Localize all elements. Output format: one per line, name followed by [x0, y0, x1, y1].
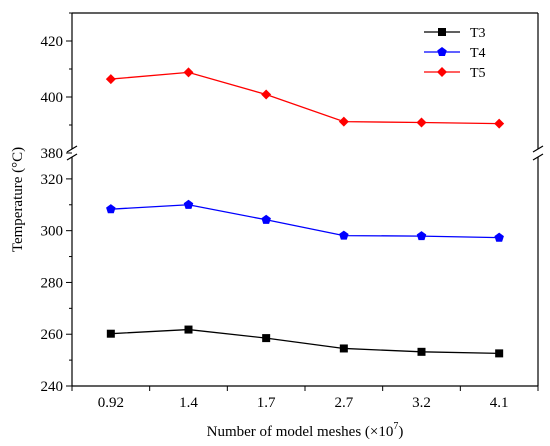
y-tick-label: 300 [41, 224, 64, 240]
data-point [494, 118, 505, 129]
data-point [494, 232, 504, 242]
data-point [339, 230, 349, 240]
legend-marker [437, 67, 447, 77]
legend-label: T4 [470, 46, 486, 61]
data-point [262, 334, 271, 343]
y-tick-label: 420 [41, 34, 64, 50]
y-tick-label: 280 [41, 275, 64, 291]
data-point [417, 347, 426, 356]
x-axis-title-superscript: 7 [393, 421, 398, 432]
legend-label: T3 [470, 26, 486, 41]
axis-break-mark [532, 145, 544, 153]
legend-entry-t4: T4 [424, 46, 486, 61]
axis-break-mark [66, 145, 78, 153]
x-tick-label: 3.2 [412, 395, 431, 411]
data-point [183, 199, 194, 209]
y-tick-label: 240 [41, 379, 64, 395]
series-t4 [106, 199, 504, 242]
data-point [106, 329, 115, 338]
y-tick-label: 380 [41, 146, 64, 162]
series-line [110, 328, 500, 355]
axis-break-mark [532, 153, 544, 161]
axes: 240 260 280 300 320 380 400 420 0.92 1.4 1.7 2.7 3.2… [41, 12, 544, 411]
y-axis-title: Temperature (°C) [10, 147, 26, 252]
x-axis-title-main: Number of model meshes (×10 [207, 424, 394, 440]
series-layer [105, 67, 505, 358]
y-tick-label: 400 [41, 90, 64, 106]
series-t3 [106, 325, 504, 358]
x-axis-title: Number of model meshes (×107) [207, 421, 404, 440]
legend-marker [437, 47, 447, 57]
data-point [105, 74, 116, 85]
x-tick-label: 0.92 [98, 395, 124, 411]
series-line [110, 71, 500, 125]
data-point [339, 344, 348, 353]
x-tick-label: 1.4 [179, 395, 198, 411]
data-point [261, 214, 271, 224]
x-tick-label: 1.7 [257, 395, 276, 411]
x-tick-label: 4.1 [490, 395, 509, 411]
series-t5 [105, 67, 505, 129]
x-axis-title-close: ) [398, 424, 403, 440]
legend-entry-t5: T5 [424, 66, 486, 81]
data-point [416, 231, 427, 241]
data-point [338, 116, 349, 127]
x-tick-label: 2.7 [334, 395, 353, 411]
legend-label: T5 [470, 66, 486, 81]
legend: T3 T4 T5 [424, 26, 486, 81]
data-point [495, 349, 504, 358]
axis-break-mark [66, 153, 78, 161]
legend-marker [438, 28, 446, 36]
data-point [184, 325, 193, 334]
data-point [261, 89, 272, 100]
data-point [416, 117, 427, 128]
y-tick-label: 320 [41, 172, 64, 188]
data-point [183, 67, 194, 78]
y-tick-label: 260 [41, 327, 64, 343]
data-point [106, 204, 116, 214]
legend-entry-t3: T3 [424, 26, 486, 41]
series-line [110, 204, 500, 239]
